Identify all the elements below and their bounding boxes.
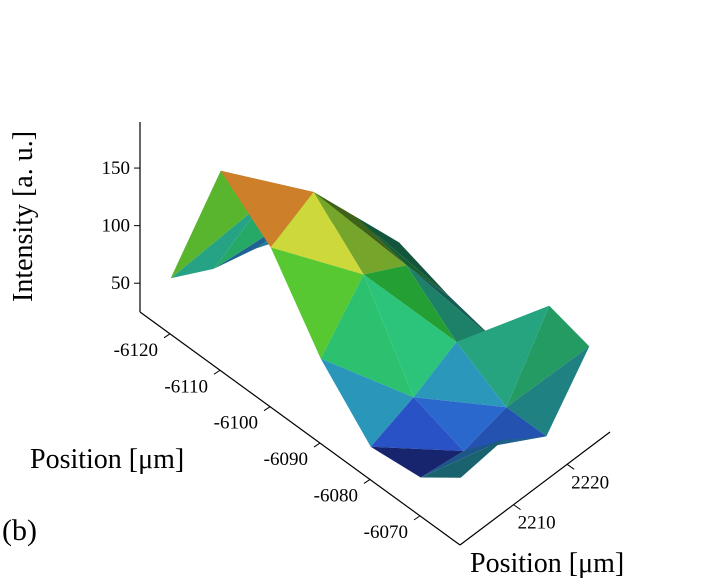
y-tick [566, 463, 575, 470]
x-axis-label: Position [μm] [30, 444, 184, 475]
surface-group [170, 170, 590, 478]
x-tick [363, 479, 371, 484]
surface-facet [420, 439, 504, 478]
x-tick [313, 442, 321, 448]
x-tick-label: -6090 [264, 449, 308, 470]
x-tick [413, 515, 421, 521]
x-axis-line [139, 311, 461, 546]
surface-facet [413, 397, 507, 451]
surface-facet [220, 170, 314, 248]
x-tick [213, 369, 221, 375]
x-tick [263, 406, 271, 412]
surface-facet [406, 265, 500, 345]
surface-facet [320, 274, 414, 398]
surface-facet [363, 265, 457, 342]
surface-facet [270, 247, 364, 359]
y-axis-label: Position [μm] [470, 548, 624, 579]
surface-facet [320, 358, 414, 447]
x-tick-label: -6110 [164, 376, 208, 397]
z-tick-label: 150 [102, 158, 131, 179]
y-axis-line [459, 431, 611, 546]
x-tick-label: -6080 [314, 485, 358, 506]
y-tick-label: 2210 [518, 513, 556, 534]
surface-facet [356, 217, 450, 297]
x-tick-label: -6120 [114, 340, 158, 361]
z-axis-label: Intensity [a. u.] [8, 131, 39, 302]
surface-facet [313, 192, 407, 275]
surface-facet [370, 446, 464, 478]
surface-facet [356, 217, 450, 297]
surface-facet [413, 342, 507, 408]
surface-facet [463, 407, 547, 451]
y-tick [513, 504, 521, 511]
y-tick-label: 2220 [571, 472, 609, 493]
z-tick-label: 50 [111, 273, 130, 294]
surface-facet [370, 397, 464, 451]
surface-facet [270, 192, 364, 275]
x-tick-label: -6070 [364, 522, 408, 543]
surface-facet [406, 265, 500, 345]
axes-group: 50 100 150 -6120 -6110 -6100 -6090 -6080 -6070 22… [102, 122, 611, 546]
surface-facet [506, 346, 590, 437]
surface-facet [463, 436, 547, 451]
surface-facet [506, 305, 590, 408]
surface-facet [363, 274, 457, 398]
surface-facet [456, 305, 550, 408]
panel-label: (b) [2, 514, 37, 547]
x-tick-label: -6100 [214, 413, 258, 434]
z-tick-label: 100 [102, 216, 131, 237]
surface-facet [420, 439, 504, 478]
x-tick [163, 333, 171, 339]
